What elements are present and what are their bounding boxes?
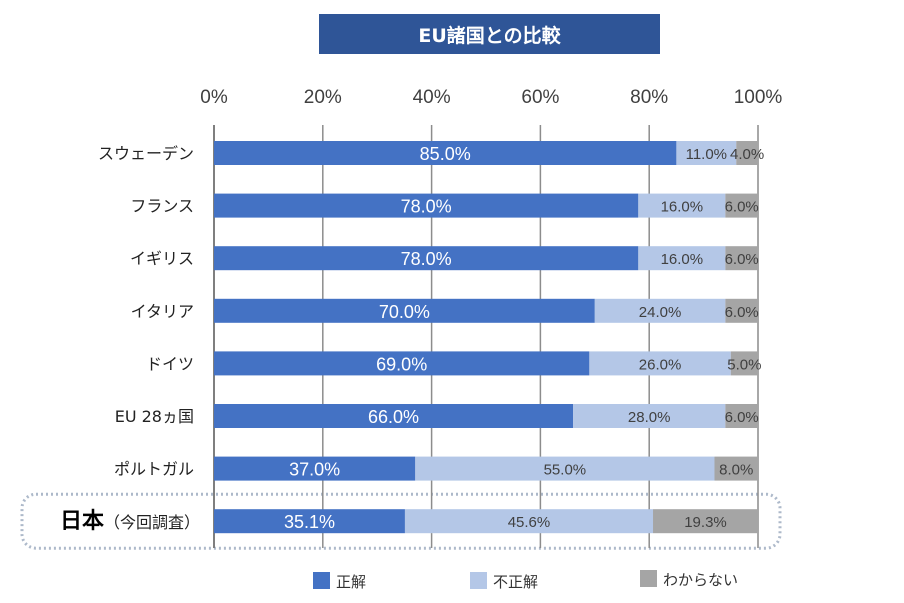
chart-title: EU諸国との比較 <box>319 14 660 54</box>
x-tick-label: 20% <box>304 87 342 108</box>
bar-segment-0 <box>214 193 639 218</box>
bar-segment-2 <box>725 193 758 218</box>
bar-segment-2 <box>730 351 758 376</box>
x-tick-label: 0% <box>200 87 228 108</box>
data-label: 19.3% <box>684 514 727 531</box>
data-label: 6.0% <box>725 409 759 426</box>
bar-segment-1 <box>415 456 715 481</box>
bar-segment-2 <box>725 246 758 271</box>
bar-segment-1 <box>404 509 654 534</box>
legend-swatch <box>640 570 657 587</box>
bar-segment-0 <box>214 351 590 376</box>
category-label: イタリア <box>131 302 194 321</box>
data-label: 70.0% <box>379 302 430 322</box>
data-label: 35.1% <box>284 512 335 532</box>
bar-segment-0 <box>214 404 574 428</box>
data-label: 16.0% <box>661 251 704 268</box>
data-label: 6.0% <box>725 251 759 268</box>
bar-segment-1 <box>638 193 726 218</box>
x-tick-label: 40% <box>413 87 451 108</box>
x-tick-label: 80% <box>630 87 668 108</box>
category-label: ドイツ <box>146 354 194 373</box>
category-label: フランス <box>130 197 194 216</box>
data-label: 78.0% <box>401 197 452 217</box>
data-label: 5.0% <box>727 356 761 373</box>
category-label: ポルトガル <box>114 460 194 479</box>
data-label: 69.0% <box>376 354 427 374</box>
x-tick-label: 60% <box>521 87 559 108</box>
legend-label: 不正解 <box>493 573 538 591</box>
legend-label: わからない <box>663 571 738 589</box>
bar-segment-2 <box>725 404 758 428</box>
bar-segment-0 <box>214 246 639 271</box>
category-label: EU 28ヵ国 <box>115 407 194 426</box>
data-label: 4.0% <box>730 146 764 163</box>
data-label: 8.0% <box>719 462 753 479</box>
data-label: 28.0% <box>628 409 671 426</box>
data-label: 55.0% <box>544 462 587 479</box>
data-label: 66.0% <box>368 407 419 427</box>
data-label: 85.0% <box>420 144 471 164</box>
data-label: 24.0% <box>639 304 682 321</box>
legend-swatch <box>470 572 487 589</box>
bar-segment-1 <box>589 351 731 376</box>
data-label: 26.0% <box>639 356 682 373</box>
data-label: 6.0% <box>725 199 759 216</box>
bar-segment-0 <box>214 456 416 481</box>
bar-segment-1 <box>573 404 726 428</box>
bar-segment-2 <box>725 298 758 323</box>
bar-segment-1 <box>676 141 737 165</box>
data-label: 6.0% <box>725 304 759 321</box>
bar-segment-2 <box>653 509 758 534</box>
bar-segment-1 <box>594 298 726 323</box>
data-label: 16.0% <box>661 199 704 216</box>
legend-label: 正解 <box>336 573 366 591</box>
x-tick-label: 100% <box>734 87 783 108</box>
highlight-box <box>20 492 782 550</box>
bar-segment-2 <box>736 141 758 165</box>
category-label: 日本（今回調査） <box>60 509 200 534</box>
bar-segment-0 <box>214 509 405 534</box>
legend-swatch <box>313 572 330 589</box>
bar-segment-0 <box>214 298 595 323</box>
data-label: 78.0% <box>401 249 452 269</box>
data-label: 11.0% <box>686 146 727 163</box>
category-label: イギリス <box>130 249 194 268</box>
bar-segment-0 <box>214 141 677 165</box>
data-label: 45.6% <box>508 514 551 531</box>
bar-segment-1 <box>638 246 726 271</box>
category-label: スウェーデン <box>98 144 194 163</box>
bar-segment-2 <box>714 456 758 481</box>
data-label: 37.0% <box>289 460 340 480</box>
